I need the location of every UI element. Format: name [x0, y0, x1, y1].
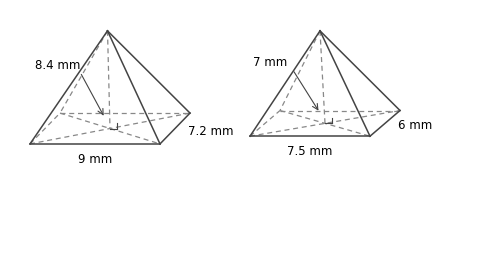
- Text: 6 mm: 6 mm: [398, 120, 432, 132]
- Text: 7 mm: 7 mm: [253, 57, 287, 69]
- Text: 7.5 mm: 7.5 mm: [288, 145, 333, 158]
- Text: 9 mm: 9 mm: [78, 153, 112, 166]
- Text: 8.4 mm: 8.4 mm: [35, 59, 80, 72]
- Text: 7.2 mm: 7.2 mm: [188, 125, 233, 137]
